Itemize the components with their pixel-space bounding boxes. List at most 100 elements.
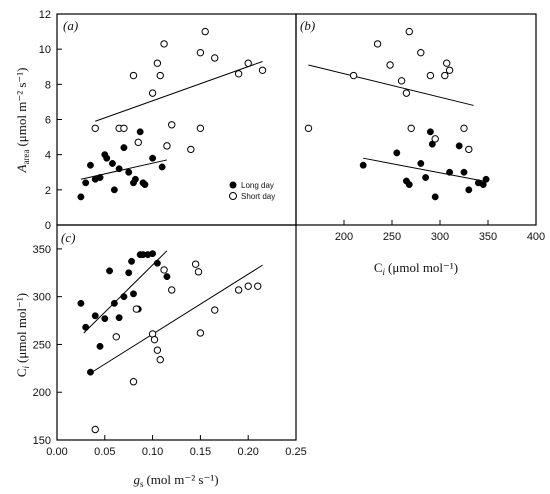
- panel-c-long-day-point: [77, 299, 85, 307]
- panel-c-long-day-point: [82, 323, 90, 331]
- panel-b-frame: [295, 13, 537, 226]
- panel-c-y-tick-label: 350: [33, 244, 51, 256]
- panel-c-x-tick-label: 0.15: [190, 446, 211, 458]
- panel-a-short-day-point: [258, 66, 267, 74]
- panel-b-short-day-point: [397, 77, 406, 85]
- panel-a-y-tick-label: 8: [45, 79, 51, 91]
- panel-b-short-day-point: [441, 71, 449, 80]
- panel-a-short-day-point: [187, 145, 195, 154]
- panel-c-short-day-point: [244, 282, 252, 290]
- panel-b-x-tick-label: 300: [431, 231, 449, 243]
- panel-c-short-day-point: [112, 333, 120, 341]
- panel-c-short-day-point: [129, 378, 138, 386]
- panel-c-long-day-point: [106, 267, 114, 275]
- panel-b-short-day-point: [386, 61, 394, 69]
- panel-c-label: (c): [61, 230, 75, 245]
- legend-long-day-label: Long day: [241, 181, 274, 190]
- panel-c-short-day-point: [168, 286, 176, 294]
- panel-a-long-day-point: [115, 165, 123, 173]
- panel-a-y-axis-title: Aarea (μmol m⁻² s⁻¹): [14, 68, 31, 174]
- panel-c-short-day-point: [194, 268, 203, 276]
- panel-a-long-day-point: [141, 181, 149, 189]
- panel-a-short-day-point: [153, 59, 162, 67]
- panel-a-long-day-point: [120, 144, 128, 152]
- panel-b-short-day-point: [405, 27, 413, 36]
- panel-b-short-day-point: [349, 71, 358, 80]
- panel-c-y-axis-title: Ci (μmol mol⁻¹): [14, 293, 31, 377]
- panel-c-long-day-point: [125, 269, 133, 277]
- panel-b-x-axis-title-main: C: [374, 260, 383, 275]
- panel-b-short-day-point: [402, 89, 411, 97]
- panel-a-short-day-point: [156, 71, 164, 80]
- panel-a-y-axis-title-units: (μmol m⁻² s⁻¹): [14, 68, 29, 147]
- panel-b-long-day-point: [455, 142, 463, 150]
- panel-c-short-day-point: [234, 286, 243, 294]
- panel-c-short-day-point: [91, 425, 99, 434]
- panel-c-long-day-point: [96, 342, 104, 350]
- panel-b-x-axis-title-sub: i: [383, 267, 386, 277]
- panel-b-short-day-point: [373, 40, 382, 48]
- panel-a-long-day-point: [110, 186, 118, 194]
- panel-c-y-tick-label: 150: [33, 435, 51, 447]
- panel-b-x-tick-label: 250: [383, 231, 401, 243]
- legend-long-day-marker: [229, 181, 237, 189]
- chart-marks: 0 2 4 6 8 10 12 200 250 300 350 400 150 200 250 300 350 0…: [33, 9, 546, 458]
- panel-c-short-day-point: [160, 266, 168, 274]
- panel-a-short-day-point: [196, 124, 205, 132]
- panel-c-y-axis-title-main: C: [14, 368, 29, 377]
- panel-a-short-day-trend-line: [95, 61, 263, 122]
- panel-b-short-day-point: [304, 124, 313, 132]
- panel-b-x-axis-title: Ci (μmol mol⁻¹): [374, 260, 458, 277]
- panel-a-y-tick-label: 12: [39, 9, 51, 21]
- panel-c-y-tick-label: 300: [33, 292, 51, 304]
- panel-b-short-day-point: [426, 71, 435, 80]
- panel-c-long-day-point: [149, 250, 157, 258]
- panel-b-x-tick-label: 400: [527, 231, 545, 243]
- panel-c-x-tick-label: 0.00: [46, 446, 67, 458]
- panel-a-y-tick-label: 0: [45, 220, 51, 232]
- panel-c-short-day-point: [254, 282, 262, 290]
- panel-b-long-day-point: [479, 181, 487, 189]
- panel-c-short-day-point: [132, 305, 141, 313]
- panel-c-y-tick-label: 200: [33, 387, 51, 399]
- panel-c-short-day-trend-line: [90, 264, 263, 374]
- panel-a-label: (a): [63, 18, 78, 33]
- panel-c-short-day-point: [150, 335, 159, 344]
- panel-b-short-day-trend-line: [308, 64, 474, 106]
- panel-a-short-day-point: [120, 124, 128, 132]
- legend-short-day-marker: [229, 192, 237, 200]
- panel-b-long-day-point: [431, 193, 439, 201]
- panel-c-short-day-point: [196, 329, 205, 337]
- panel-b-long-day-point: [417, 160, 425, 167]
- legend-short-day-label: Short day: [241, 192, 275, 201]
- panel-c-frame: [56, 224, 297, 441]
- panel-a-short-day-point: [148, 89, 157, 97]
- panel-a-long-day-point: [82, 179, 90, 187]
- panel-b-short-day-point: [460, 124, 468, 132]
- panel-a-long-day-point: [103, 154, 111, 162]
- panel-b-short-day-point: [443, 59, 451, 67]
- panel-a-short-day-point: [211, 54, 219, 62]
- panel-b-x-tick-label: 350: [479, 231, 497, 243]
- panel-a-long-day-point: [77, 193, 85, 201]
- panel-c-long-day-point: [130, 290, 137, 298]
- panel-b-long-day-point: [359, 161, 367, 169]
- panel-b-short-day-point: [417, 48, 425, 57]
- panel-a-long-day-point: [96, 174, 104, 181]
- panel-b-long-day-point: [482, 175, 490, 183]
- panel-a-y-tick-label: 6: [45, 115, 51, 127]
- panel-a-y-tick-label: 4: [45, 150, 51, 162]
- panel-b-long-day-point: [426, 128, 434, 136]
- panel-b-long-day-point: [465, 186, 473, 194]
- panel-a-short-day-point: [201, 27, 209, 36]
- panel-c-long-day-point: [91, 312, 99, 320]
- panel-b-short-day-point: [407, 124, 415, 132]
- panel-c-long-day-point: [115, 314, 123, 322]
- panel-c-x-axis-title: gs (mol m⁻² s⁻¹): [133, 472, 218, 489]
- panel-a-short-day-point: [160, 40, 168, 48]
- panel-c-long-day-point: [110, 299, 118, 307]
- panel-c-short-day-point: [156, 356, 164, 364]
- panel-a-long-day-point: [125, 168, 133, 176]
- panel-a-short-day-point: [168, 121, 176, 129]
- panel-a-y-tick-label: 10: [39, 44, 51, 56]
